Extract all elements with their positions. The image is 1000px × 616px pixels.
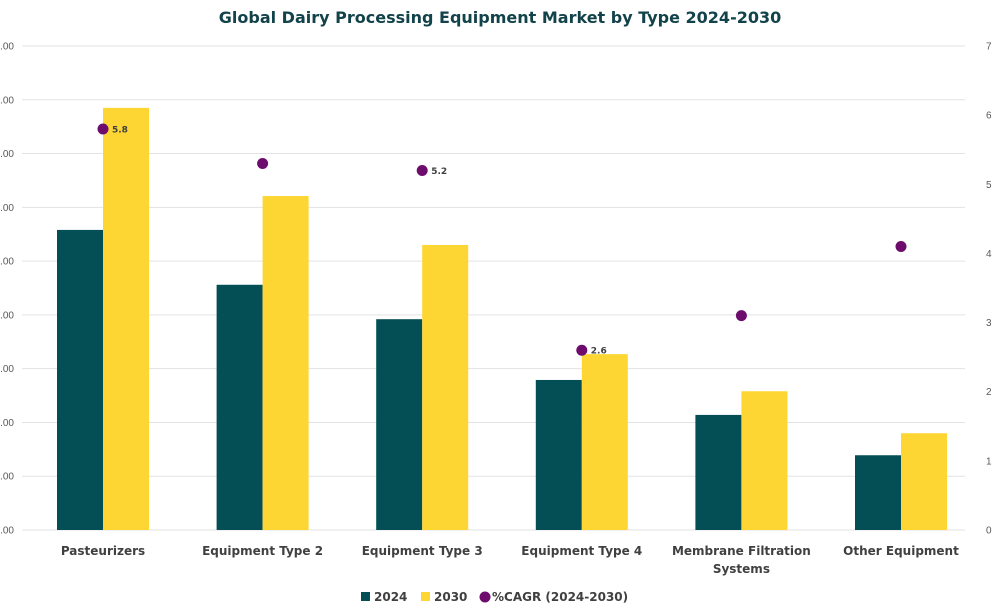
legend-swatch-2024: [361, 592, 370, 601]
cagr-point: [97, 123, 109, 135]
left-tick-label: .00: [0, 149, 14, 160]
category-labels: Pasteurizers Equipment Type 2 Equipment Ty…: [61, 544, 959, 576]
bar-2030: [581, 354, 628, 530]
bar-2030: [262, 196, 309, 531]
right-tick-label: 4: [986, 249, 992, 260]
bar-2024: [695, 414, 742, 530]
right-tick-label: 0: [986, 526, 992, 537]
left-tick-label: .00: [0, 472, 14, 483]
bar-2030: [901, 433, 947, 530]
cagr-point: [576, 344, 588, 356]
legend-label-2030: 2030: [434, 590, 467, 604]
category-label: Equipment Type 2: [202, 544, 323, 558]
legend-label-2024: 2024: [374, 590, 407, 604]
cagr-point: [416, 164, 428, 176]
cagr-data-label: 5.2: [431, 167, 447, 177]
chart-title: Global Dairy Processing Equipment Market…: [219, 8, 781, 27]
left-tick-label: .00: [0, 310, 14, 321]
right-tick-label: 2: [986, 387, 992, 398]
right-axis-ticks: 0 1 2 3 4 5 6 7: [986, 42, 992, 537]
left-tick-label: .00: [0, 42, 14, 53]
category-label: Other Equipment: [843, 544, 959, 558]
right-tick-label: 5: [986, 180, 992, 191]
bar-2024: [57, 229, 103, 531]
bar-2024: [855, 455, 901, 530]
legend-swatch-2030: [421, 592, 430, 601]
right-tick-label: 6: [986, 111, 992, 122]
left-tick-label: .00: [0, 95, 14, 106]
right-tick-label: 3: [986, 318, 992, 329]
left-tick-label: .00: [0, 526, 14, 537]
category-label: Equipment Type 3: [362, 544, 483, 558]
cagr-points: 5.8 5.2 2.6: [97, 123, 907, 357]
left-axis-ticks: .00 .00 .00 .00 .00 .00 .00 .00 .00 .00: [0, 42, 14, 537]
cagr-point: [895, 241, 907, 253]
category-label: Membrane Filtration: [672, 544, 811, 558]
category-label: Equipment Type 4: [521, 544, 642, 558]
left-tick-label: .00: [0, 203, 14, 214]
cagr-data-label: 5.8: [112, 125, 128, 135]
right-tick-label: 7: [986, 42, 992, 53]
category-label: Pasteurizers: [61, 544, 145, 558]
bar-2024: [376, 319, 423, 530]
bar-2030: [741, 391, 788, 530]
bars: [57, 107, 947, 531]
legend-marker-cagr: [479, 591, 491, 603]
bar-2030: [103, 107, 149, 530]
category-label: Systems: [713, 562, 770, 576]
right-tick-label: 1: [986, 456, 992, 467]
left-tick-label: .00: [0, 257, 14, 268]
legend-label-cagr: %CAGR (2024-2030): [492, 590, 628, 604]
bar-2030: [422, 244, 469, 530]
bar-2024: [535, 379, 582, 530]
left-tick-label: .00: [0, 418, 14, 429]
cagr-point: [257, 158, 269, 170]
cagr-data-label: 2.6: [591, 347, 607, 357]
legend: 2024 2030 %CAGR (2024-2030): [361, 590, 628, 604]
bar-2024: [216, 284, 263, 530]
left-tick-label: .00: [0, 364, 14, 375]
cagr-point: [735, 310, 747, 322]
gridlines: [22, 45, 965, 531]
